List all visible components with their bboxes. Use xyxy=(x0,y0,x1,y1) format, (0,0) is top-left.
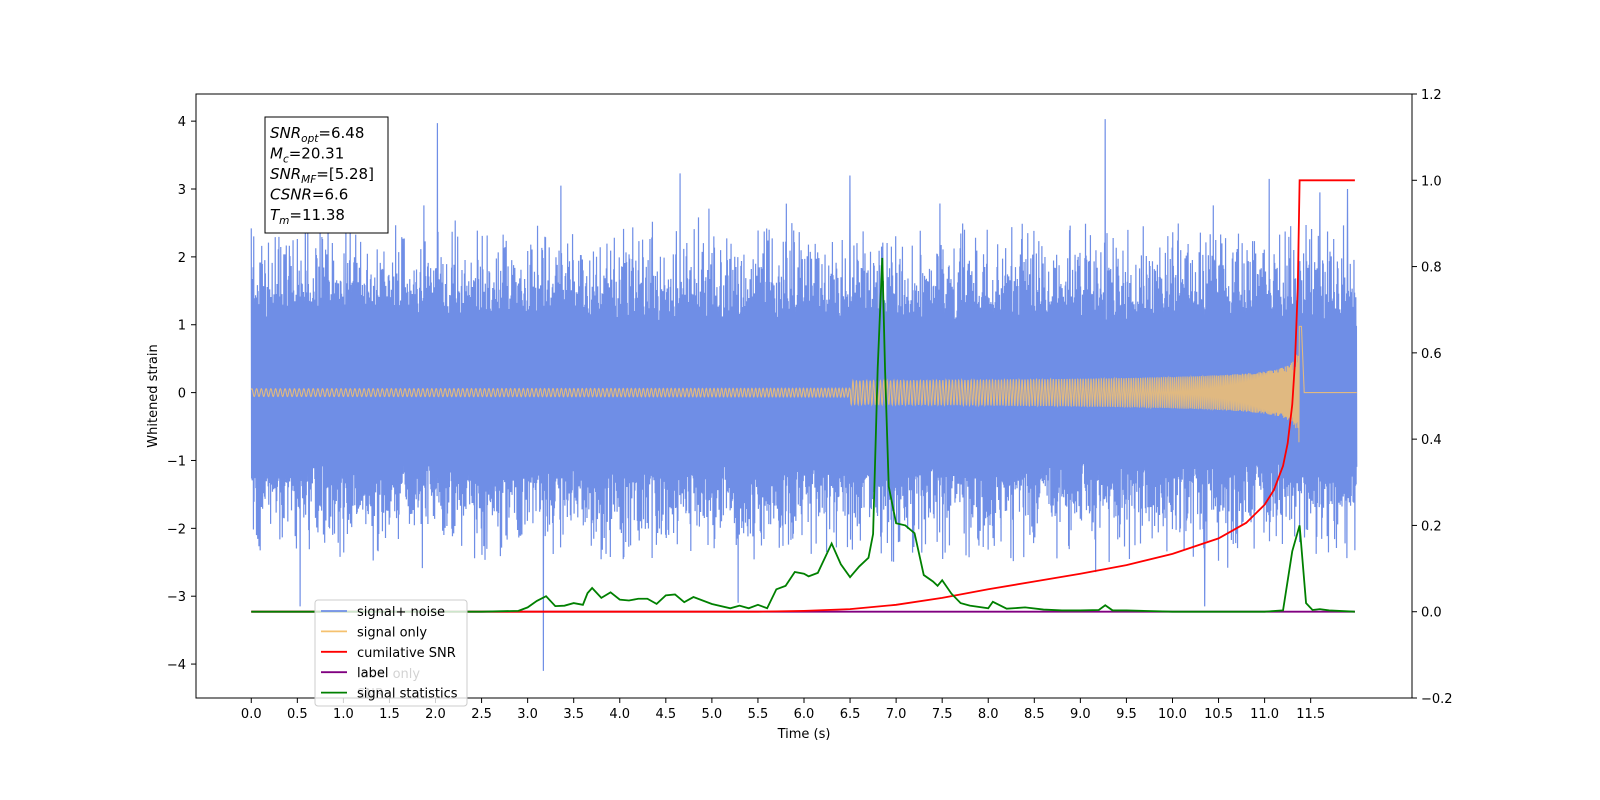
x-tick-label: 11.5 xyxy=(1296,707,1325,722)
x-tick-label: 7.5 xyxy=(932,707,953,722)
legend-entry-label: label xyxy=(357,666,388,681)
x-tick-label: 0.0 xyxy=(241,707,262,722)
x-axis-label: Time (s) xyxy=(777,727,831,742)
series-signal-statistics-line xyxy=(251,257,1355,613)
annotation-frame xyxy=(264,116,389,234)
legend-hidden-text: label only xyxy=(357,667,420,682)
x-tick-label: 1.5 xyxy=(379,707,400,722)
x-tick-label: 8.5 xyxy=(1024,707,1045,722)
legend-entry-label: cumilative SNR xyxy=(357,646,456,661)
x-tick-label: 11.0 xyxy=(1250,707,1279,722)
x-tick-label: 6.5 xyxy=(840,707,861,722)
y-right-tick-label: 0.8 xyxy=(1421,261,1442,276)
y-left-tick-label: −1 xyxy=(167,454,186,469)
legend-frame xyxy=(314,599,468,707)
y-right-tick-label: 0.2 xyxy=(1421,519,1442,534)
y-right-tick-label: 1.0 xyxy=(1421,174,1442,189)
x-tick-label: 8.0 xyxy=(978,707,999,722)
x-axis: 0.0 0.5 1.0 1.5 2.0 2.5 3.0 3.5 4.0 4.5 5.0 5.5 6.0 6… xyxy=(241,698,1325,722)
annotation-line: SNRopt=6.48 xyxy=(270,124,364,145)
legend-entry-label: signal+ noise xyxy=(357,605,445,620)
x-tick-label: 10.5 xyxy=(1204,707,1233,722)
y-axis-label: Whitened strain xyxy=(146,344,161,447)
y-right-tick-label: −0.2 xyxy=(1421,692,1453,707)
x-tick-label: 4.5 xyxy=(655,707,676,722)
legend-entry-label: signal statistics xyxy=(357,687,458,702)
x-tick-label: 3.5 xyxy=(563,707,584,722)
annotation-line: CSNR=6.6 xyxy=(270,186,348,204)
y-left-tick-label: −4 xyxy=(167,658,186,673)
x-tick-label: 2.5 xyxy=(471,707,492,722)
x-tick-label: 5.0 xyxy=(702,707,723,722)
y-left-tick-label: −2 xyxy=(167,522,186,537)
y-right-tick-label: 1.2 xyxy=(1421,88,1442,103)
y-left-tick-label: 3 xyxy=(178,183,186,198)
x-tick-label: 7.0 xyxy=(886,707,907,722)
annotation-line: Tm=11.38 xyxy=(270,206,345,227)
legend: label only SNR signal+ noise signal only cum… xyxy=(314,599,468,707)
y-left-tick-label: 2 xyxy=(178,251,186,266)
y-right-tick-label: 0.0 xyxy=(1421,606,1442,621)
x-tick-label: 6.0 xyxy=(794,707,815,722)
series-signal-only-line xyxy=(250,325,1357,443)
x-tick-label: 10.0 xyxy=(1158,707,1187,722)
x-tick-label: 2.0 xyxy=(425,707,446,722)
y-axis-left: −4 −3 −2 −1 0 1 2 3 4 xyxy=(167,115,196,673)
y-left-tick-label: −3 xyxy=(167,590,186,605)
x-tick-label: 9.0 xyxy=(1070,707,1091,722)
x-tick-label: 1.0 xyxy=(333,707,354,722)
y-left-tick-label: 1 xyxy=(178,319,186,334)
legend-entry-label: signal only xyxy=(357,625,427,640)
plot-area xyxy=(250,119,1358,671)
x-tick-label: 9.5 xyxy=(1116,707,1137,722)
series-cumulative-snr-line xyxy=(251,179,1355,613)
y-left-tick-label: 0 xyxy=(178,387,186,402)
legend-hidden-text: SNR xyxy=(357,687,384,702)
x-tick-label: 3.0 xyxy=(517,707,538,722)
y-right-tick-label: 0.4 xyxy=(1421,433,1442,448)
y-axis-right: −0.2 0.0 0.2 0.4 0.6 0.8 1.0 1.2 xyxy=(1412,88,1453,707)
x-tick-label: 0.5 xyxy=(287,707,308,722)
x-tick-label: 5.5 xyxy=(748,707,769,722)
annotation-line: Mc=20.31 xyxy=(270,145,344,166)
series-signal-noise-line xyxy=(250,119,1358,671)
y-left-tick-label: 4 xyxy=(178,115,186,130)
y-right-tick-label: 0.6 xyxy=(1421,347,1442,362)
x-tick-label: 4.0 xyxy=(609,707,630,722)
annotation-line: SNRMF=[5.28] xyxy=(270,165,374,186)
